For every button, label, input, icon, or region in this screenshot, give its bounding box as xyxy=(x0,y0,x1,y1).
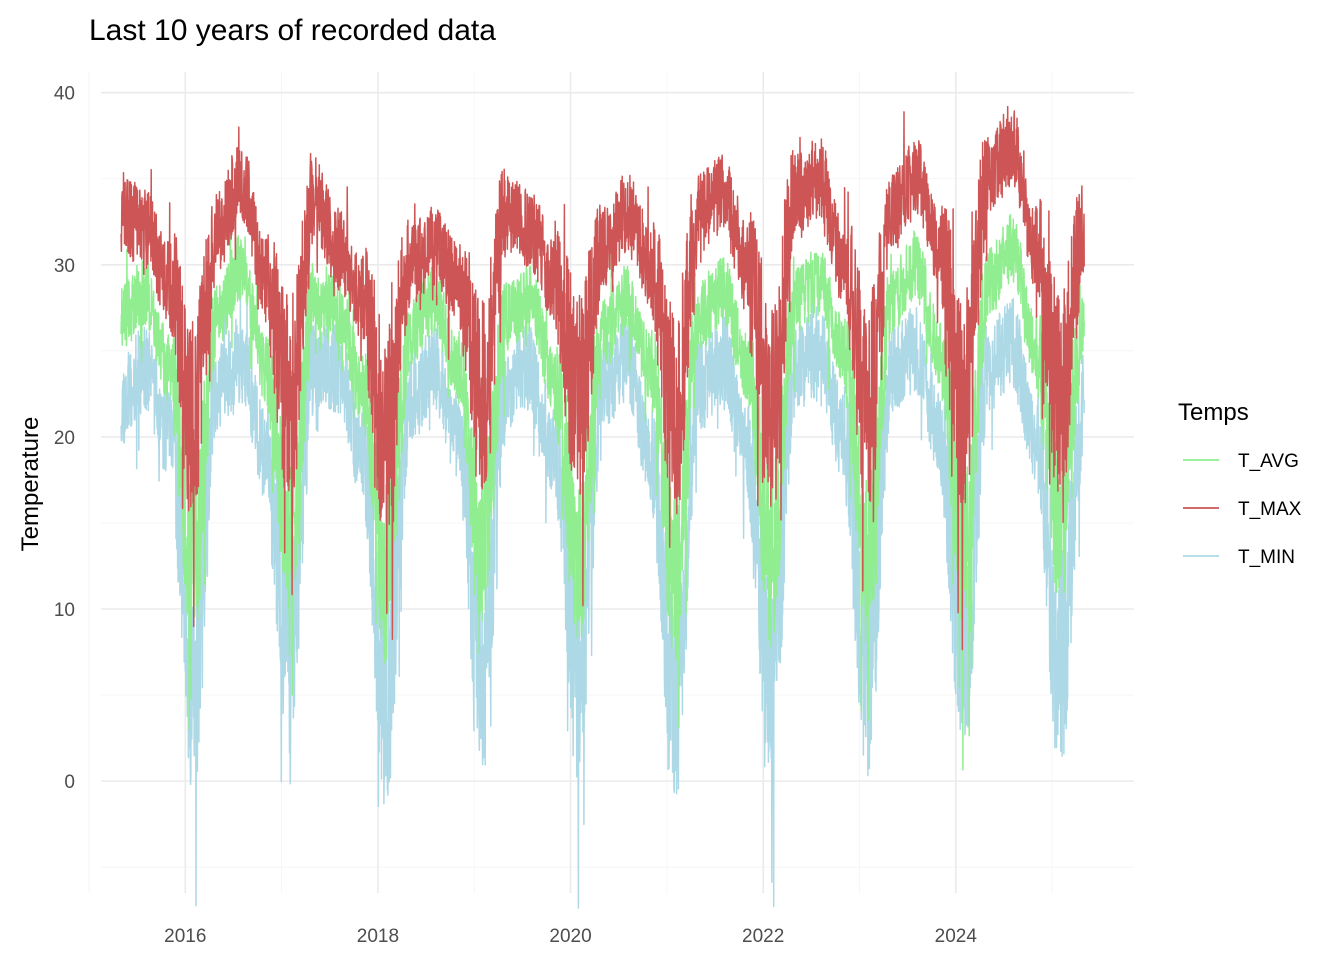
chart-title: Last 10 years of recorded data xyxy=(89,14,496,47)
y-axis-title: Temperature xyxy=(17,417,44,552)
series-line-t-max xyxy=(120,105,1085,651)
x-tick-label: 2020 xyxy=(549,926,591,947)
x-tick-label: 2022 xyxy=(742,926,784,947)
legend-label: T_MIN xyxy=(1238,547,1295,568)
legend-label: T_MAX xyxy=(1238,499,1302,520)
x-axis-ticks: 2016 2018 2020 2022 2024 xyxy=(164,926,977,947)
x-tick-label: 2016 xyxy=(164,926,206,947)
y-tick-label: 10 xyxy=(54,600,75,621)
x-tick-label: 2024 xyxy=(935,926,978,947)
legend-label: T_AVG xyxy=(1238,451,1299,472)
y-tick-label: 30 xyxy=(54,256,75,277)
y-tick-label: 40 xyxy=(54,84,75,105)
series-layer xyxy=(120,105,1085,909)
legend-title: Temps xyxy=(1178,399,1249,426)
legend: Temps T_AVG T_MAX T_MIN xyxy=(1178,399,1302,568)
y-tick-label: 20 xyxy=(54,428,75,449)
series-line-t-avg xyxy=(120,213,1085,771)
y-axis-ticks: 0 10 20 30 40 xyxy=(54,84,75,793)
x-tick-label: 2018 xyxy=(357,926,399,947)
y-tick-label: 0 xyxy=(64,772,75,793)
series-line-t-min xyxy=(120,281,1085,909)
